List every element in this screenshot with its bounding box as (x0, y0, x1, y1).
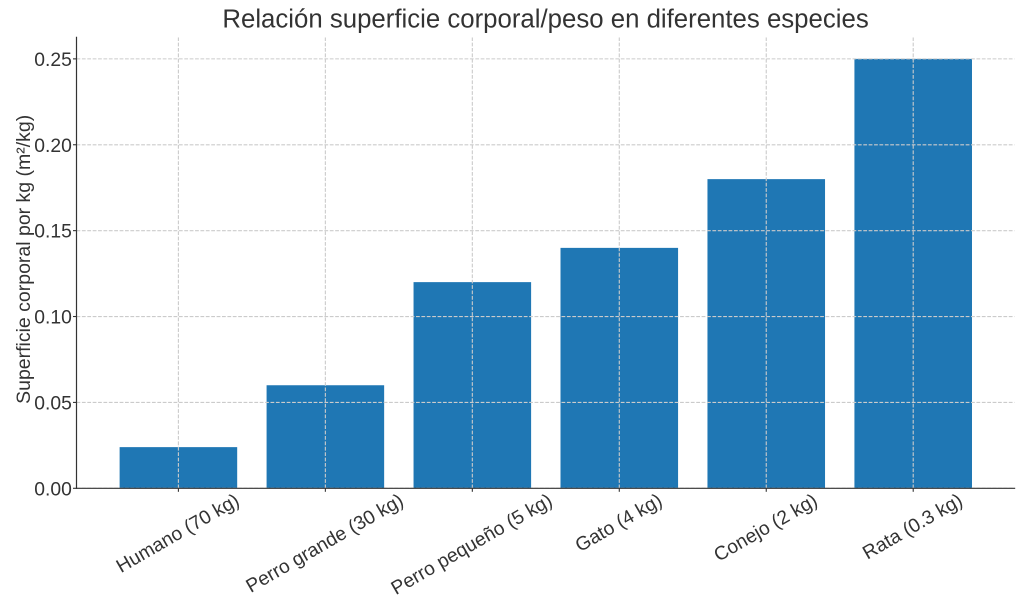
svg-text:0.10: 0.10 (34, 308, 72, 329)
svg-text:0.20: 0.20 (34, 136, 72, 157)
svg-text:0.05: 0.05 (34, 393, 72, 414)
svg-text:Superficie corporal por kg (m²: Superficie corporal por kg (m²/kg) (13, 115, 35, 404)
svg-text:0.15: 0.15 (34, 222, 72, 243)
svg-text:0.00: 0.00 (34, 479, 72, 500)
svg-text:Relación superficie corporal/p: Relación superficie corporal/peso en dif… (222, 6, 868, 34)
svg-text:0.25: 0.25 (34, 50, 72, 71)
